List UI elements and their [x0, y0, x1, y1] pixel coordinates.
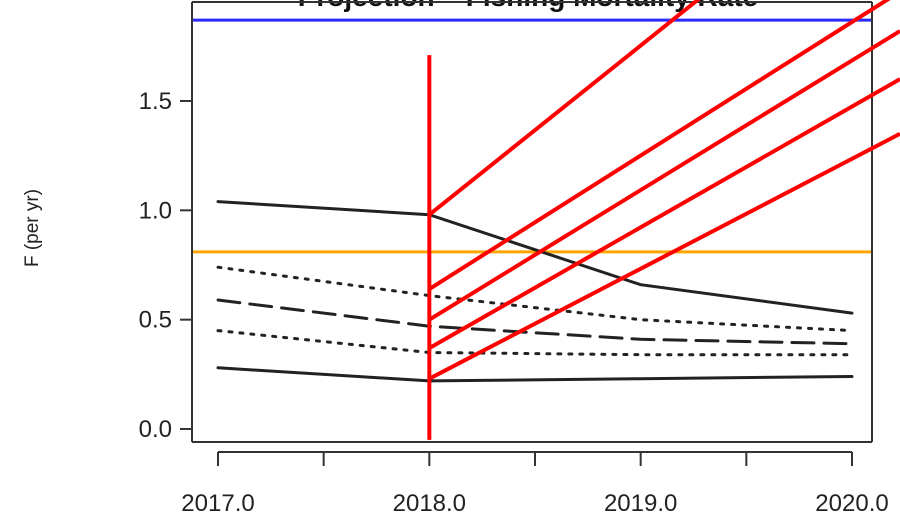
plot-area — [192, 18, 872, 383]
annotation-ray-3 — [428, 29, 900, 322]
series-line-3 — [216, 298, 854, 346]
annotation-ray-2 — [428, 0, 891, 291]
x-tick-label-2: 2018.0 — [393, 490, 466, 517]
x-tick-label-3: 2019.0 — [604, 490, 677, 517]
x-tick-label-1: 2017.0 — [181, 490, 254, 517]
series-line-5 — [216, 366, 854, 383]
x-tick-label-4: 2020.0 — [815, 490, 888, 517]
axes: 0.0 0.5 1.0 1.5 2017.0 2018.0 2019.0 2020.0 — [139, 1, 889, 517]
series-line-2 — [216, 265, 854, 333]
series-line-4 — [216, 329, 854, 357]
y-tick-label-3: 1.0 — [139, 197, 172, 224]
annotations — [427, 0, 900, 440]
annotation-ray-5 — [428, 132, 900, 381]
annotation-ray-4 — [428, 77, 900, 350]
y-tick-label-2: 0.5 — [139, 307, 172, 334]
y-tick-label-1: 0.0 — [139, 416, 172, 443]
series-line-1 — [216, 200, 854, 315]
annotation-ray-1 — [428, 0, 701, 217]
y-tick-label-4: 1.5 — [139, 88, 172, 115]
y-axis-title: F (per yr) — [22, 189, 43, 267]
